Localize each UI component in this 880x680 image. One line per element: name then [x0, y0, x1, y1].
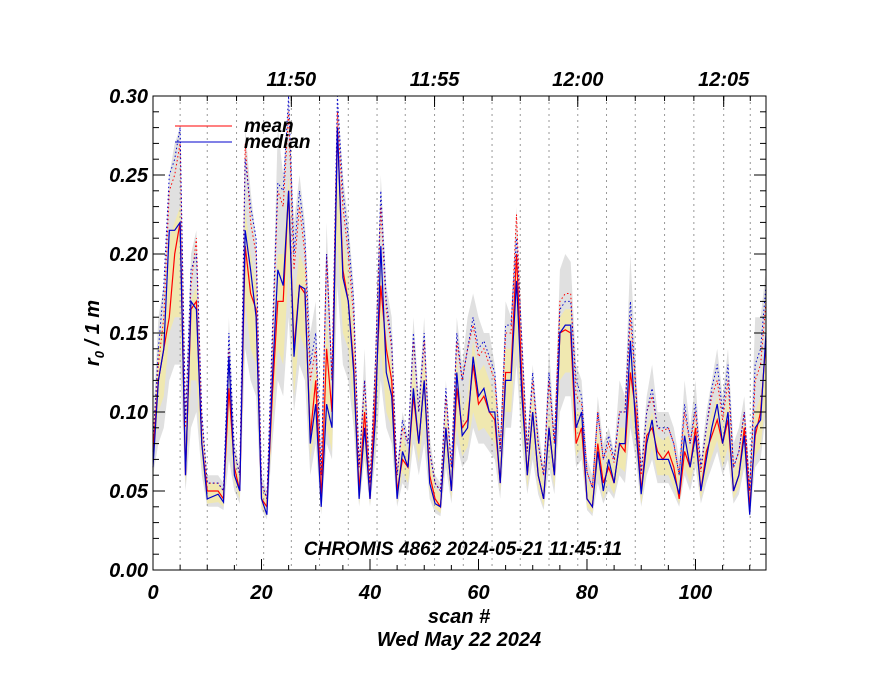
y-tick-label: 0.20 [109, 244, 148, 266]
y-tick-label: 0.05 [109, 481, 149, 503]
x-tick-label: 40 [358, 582, 381, 604]
minute-gridlines [179, 96, 751, 570]
y-axis-label-main: r [82, 357, 104, 366]
x-axis-label: scan # [428, 606, 491, 628]
axis-tick-labels: 0 20 40 60 80 100 11:50 11:55 12:00 12:05 0.00 0.05… [109, 69, 750, 604]
top-time-label: 11:50 [266, 69, 316, 91]
y-axis-label: r0 / 1 m [82, 300, 107, 366]
x-tick-label: 60 [467, 582, 489, 604]
legend-median-label: median [244, 132, 311, 153]
y-tick-label: 0.15 [109, 323, 149, 345]
y-tick-label: 0.30 [109, 86, 148, 108]
x-tick-label: 0 [147, 582, 158, 604]
series-line-median [152, 127, 767, 515]
top-time-label: 11:55 [410, 69, 461, 91]
legend-mean-label: mean [244, 116, 294, 137]
axis-ticks [152, 95, 766, 571]
y-axis-label-subscript: 0 [92, 350, 107, 358]
top-time-label: 12:00 [552, 69, 603, 91]
x-tick-label: 20 [249, 582, 272, 604]
y-axis-label-tail: / 1 m [82, 300, 104, 351]
x-tick-label: 100 [679, 582, 712, 604]
series-lines [152, 95, 767, 515]
y-tick-label: 0.25 [109, 165, 149, 187]
chart-annotation: CHROMIS 4862 2024-05-21 11:45:11 [304, 539, 622, 560]
x-tick-label: 80 [576, 582, 598, 604]
date-label: Wed May 22 2024 [377, 629, 541, 651]
median-upper-dotted [152, 95, 767, 500]
top-time-label: 12:05 [698, 69, 750, 91]
y-tick-label: 0.10 [109, 402, 148, 424]
y-tick-label: 0.00 [109, 560, 148, 582]
